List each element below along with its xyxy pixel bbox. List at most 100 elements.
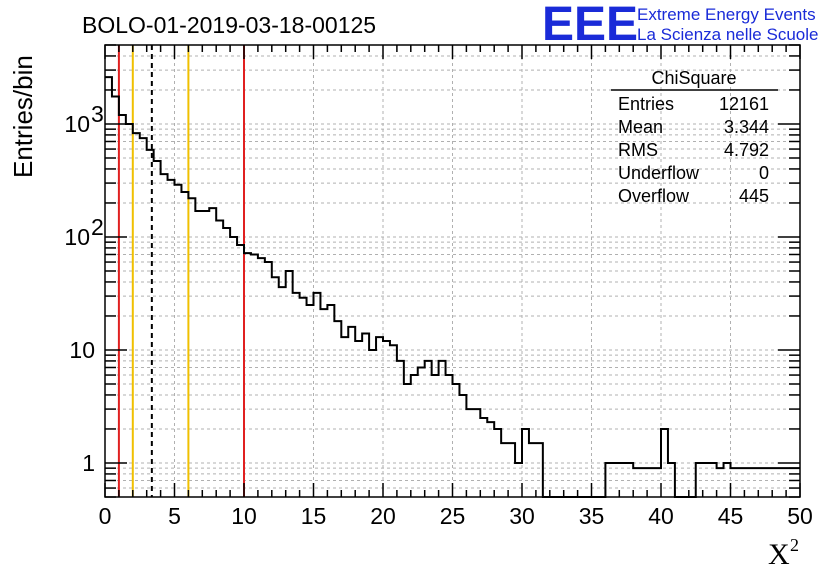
- histogram-bin: [529, 443, 536, 497]
- histogram-bin: [724, 463, 731, 497]
- stats-row-label: Mean: [618, 117, 663, 137]
- histogram-bin: [640, 468, 647, 497]
- histogram-bin: [244, 253, 251, 497]
- x-tick-label: 5: [168, 503, 181, 529]
- histogram-bin: [536, 443, 543, 497]
- histogram-bin: [446, 375, 453, 497]
- x-tick-label: 45: [718, 503, 744, 529]
- y-tick-label: 10: [64, 224, 90, 250]
- histogram-bin: [487, 422, 494, 497]
- stats-row-label: RMS: [618, 140, 658, 160]
- histogram-bin: [307, 305, 314, 497]
- histogram-bin: [355, 341, 362, 497]
- x-tick-label: 10: [231, 503, 257, 529]
- histogram-bin: [314, 293, 321, 497]
- histogram-bin: [286, 271, 293, 497]
- histogram-bin: [633, 468, 640, 497]
- histogram-bin: [418, 367, 425, 497]
- logo-line-1: Extreme Energy Events: [637, 5, 816, 24]
- histogram-bin: [494, 429, 501, 497]
- histogram-bin: [195, 211, 202, 497]
- stats-row-label: Underflow: [618, 163, 700, 183]
- histogram-bin: [376, 337, 383, 497]
- histogram-bin: [147, 150, 154, 497]
- reference-lines: [117, 45, 245, 497]
- x-tick-label: 30: [509, 503, 535, 529]
- x-axis-label: X 2: [768, 535, 799, 571]
- histogram-bin: [744, 468, 751, 497]
- x-axis-label-superscript: 2: [790, 535, 799, 555]
- histogram-bin: [341, 337, 348, 497]
- histogram-bin: [772, 468, 779, 497]
- histogram-bin: [258, 258, 265, 497]
- histogram-bin: [696, 463, 703, 497]
- histogram-bin: [654, 468, 661, 497]
- stats-row-value: 4.792: [724, 140, 769, 160]
- histogram-bin: [383, 341, 390, 497]
- histogram-bin: [731, 468, 738, 497]
- histogram-bin: [390, 345, 397, 497]
- stats-row-value: 3.344: [724, 117, 769, 137]
- histogram-bin: [119, 115, 126, 497]
- x-tick-label: 20: [370, 503, 396, 529]
- histogram-bin: [515, 463, 522, 497]
- histogram-bin: [661, 429, 668, 497]
- histogram-bin: [480, 418, 487, 497]
- histogram-bin: [758, 468, 765, 497]
- histogram-bin: [181, 192, 188, 497]
- histogram-bin: [105, 77, 112, 497]
- histogram-bin: [300, 298, 307, 497]
- stats-box: ChiSquare Entries 12161 Mean 3.344 RMS 4.792 U…: [611, 68, 778, 206]
- histogram-bin: [168, 180, 175, 497]
- x-tick-label: 0: [99, 503, 112, 529]
- y-tick-label: 1: [82, 450, 95, 476]
- y-tick-label: 10: [69, 337, 95, 363]
- logo-line-2: La Scienza nelle Scuole: [637, 25, 818, 44]
- histogram-bin: [605, 463, 612, 497]
- histogram-bin: [466, 409, 473, 497]
- histogram-bin: [216, 220, 223, 497]
- histogram-bin: [522, 429, 529, 497]
- histogram-bin: [793, 468, 800, 497]
- histogram-bin: [265, 262, 272, 497]
- histogram-bin: [334, 321, 341, 497]
- stats-row-value: 445: [739, 186, 769, 206]
- histogram-bin: [404, 384, 411, 497]
- stats-title: ChiSquare: [651, 68, 736, 88]
- histogram-bin: [710, 463, 717, 497]
- histogram-bin: [612, 463, 619, 497]
- histogram-bin: [188, 198, 195, 497]
- histogram-bin: [619, 463, 626, 497]
- logo-letters: EEE: [542, 0, 638, 51]
- x-tick-labels: 0 5 10 15 20 25 30 35 40 45 50: [99, 503, 813, 529]
- histogram-bin: [126, 124, 133, 497]
- y-tick-label-exponent: 2: [91, 214, 104, 240]
- histogram-bin: [779, 468, 786, 497]
- histogram-bin: [230, 237, 237, 497]
- x-axis-label-text: X: [768, 538, 790, 571]
- histogram-bin: [751, 468, 758, 497]
- histogram-bin: [279, 287, 286, 497]
- x-tick-label: 25: [440, 503, 466, 529]
- stats-rows: Entries 12161 Mean 3.344 RMS 4.792 Underflow 0 O…: [618, 94, 769, 206]
- histogram-bin: [786, 468, 793, 497]
- histogram-bin: [209, 208, 216, 497]
- histogram-bin: [327, 305, 334, 497]
- histogram-bin: [411, 375, 418, 497]
- histogram-bin: [459, 395, 466, 497]
- histogram-outline: [105, 76, 800, 498]
- histogram-bin: [737, 468, 744, 497]
- stats-row-value: 0: [759, 163, 769, 183]
- y-axis-label: Entries/bin: [8, 55, 38, 178]
- axis-ticks: [104, 44, 801, 498]
- chart-title: BOLO-01-2019-03-18-00125: [82, 12, 376, 38]
- histogram-bin: [439, 361, 446, 497]
- eee-logo: EEE Extreme Energy Events La Scienza nel…: [542, 0, 818, 51]
- grid: [105, 44, 800, 498]
- histogram-bin: [154, 161, 161, 497]
- histogram-bin: [473, 409, 480, 497]
- histogram-bin: [647, 468, 654, 497]
- stats-row-label: Overflow: [618, 186, 690, 206]
- histogram-bin: [508, 443, 515, 497]
- x-tick-label: 40: [648, 503, 674, 529]
